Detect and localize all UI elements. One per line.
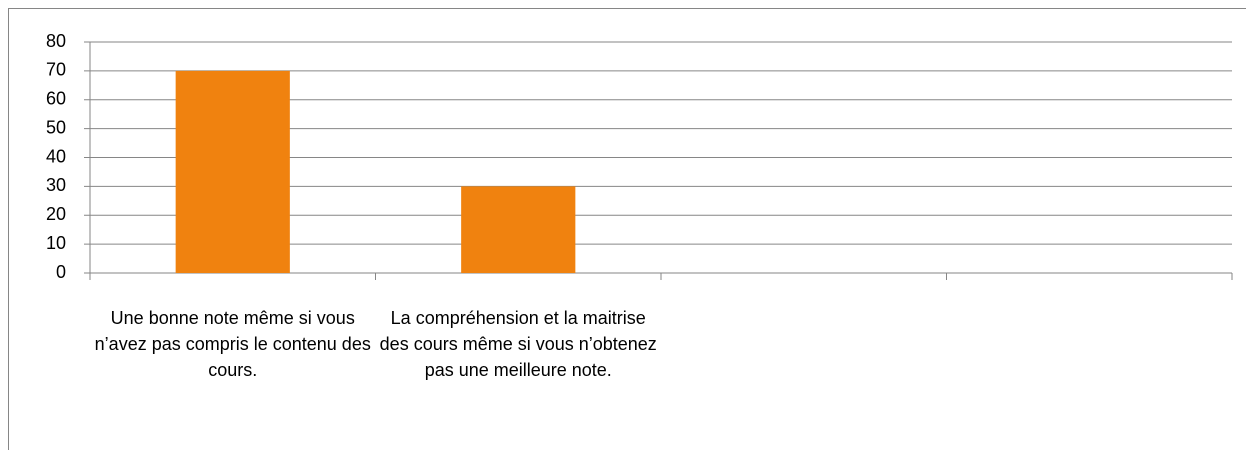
bar: [461, 186, 576, 273]
y-tick-label: 40: [46, 146, 66, 166]
y-tick-label: 80: [46, 31, 66, 51]
y-tick-label: 60: [46, 89, 66, 109]
y-tick-label: 30: [46, 175, 66, 195]
chart-frame: [8, 8, 1246, 450]
y-tick-label: 70: [46, 60, 66, 80]
x-tick-label: La compréhension et la maitrise des cour…: [379, 308, 657, 380]
y-tick-label: 0: [56, 262, 66, 282]
x-tick-label: Une bonne note même si vous n’avez pas c…: [94, 308, 371, 380]
bar: [175, 70, 290, 273]
y-tick-label: 20: [46, 204, 66, 224]
y-tick-label: 10: [46, 233, 66, 253]
y-tick-label: 50: [46, 117, 66, 137]
